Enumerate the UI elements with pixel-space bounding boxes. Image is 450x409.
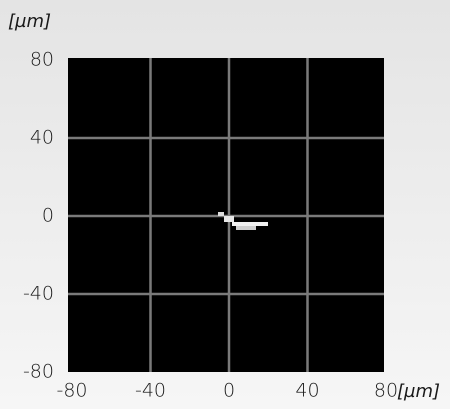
y-tick-label: 80 bbox=[30, 49, 54, 71]
y-tick-label: 40 bbox=[30, 127, 54, 149]
x-tick-label: -40 bbox=[135, 380, 166, 402]
plot-area bbox=[68, 58, 384, 372]
x-tick-label: 80 bbox=[374, 380, 398, 402]
y-axis-label: [µm] bbox=[8, 11, 51, 32]
speckle bbox=[236, 226, 256, 230]
speckle bbox=[224, 216, 234, 222]
speckle bbox=[218, 212, 224, 216]
speckle bbox=[232, 222, 268, 226]
page: [µm] [µm] -80-4004080-80-4004080 (() => … bbox=[0, 0, 450, 409]
y-tick-label: 0 bbox=[42, 205, 54, 227]
chart: [µm] [µm] -80 -40 0 40 80 -80 -40 0 40 80 bbox=[0, 0, 450, 409]
x-tick-label: 40 bbox=[295, 380, 319, 402]
y-tick-label: -40 bbox=[23, 283, 54, 305]
x-axis-label: [µm] bbox=[397, 381, 440, 402]
x-tick-label: 0 bbox=[223, 380, 235, 402]
x-tick-label: -80 bbox=[56, 380, 87, 402]
y-tick-label: -80 bbox=[23, 361, 54, 383]
